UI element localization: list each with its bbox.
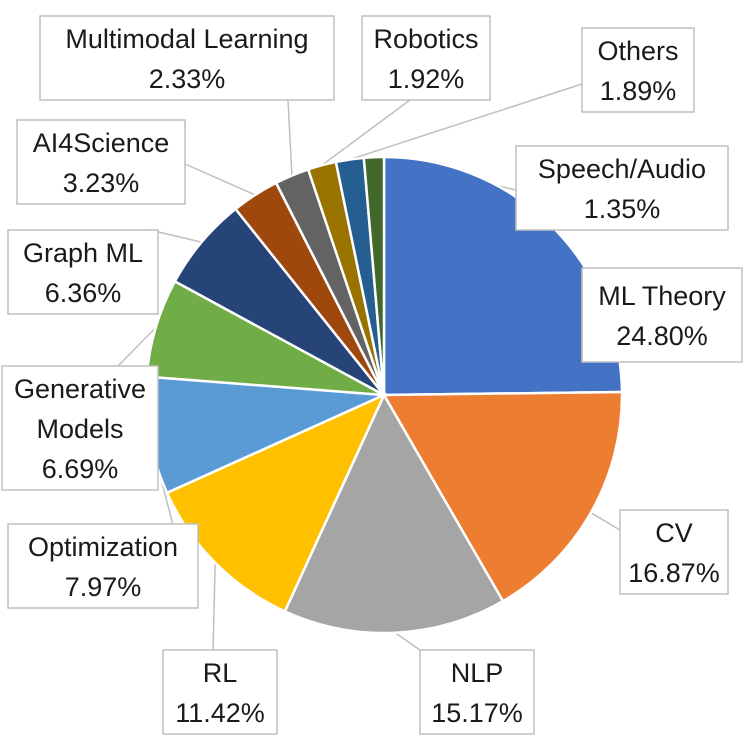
data-label-category: Multimodal Learning [65, 24, 308, 54]
leader-line-others [349, 83, 583, 161]
data-label-box [515, 145, 729, 231]
pie-slice-rl [165, 392, 387, 614]
data-label-value: 1.89% [600, 76, 677, 106]
data-label-value: 11.42% [175, 698, 265, 728]
leader-line-nlp [394, 632, 421, 651]
data-labels: ML Theory 24.80% CV 16.87% NLP 15.17% RL 11.42%… [1, 15, 743, 735]
data-label-cv: CV 16.87% [619, 509, 729, 595]
data-label-optimization: Optimization 7.97% [7, 523, 199, 609]
data-label-box [581, 267, 743, 363]
leader-line-robotics [321, 99, 411, 166]
data-label-category: NLP [451, 658, 504, 688]
data-label-category: AI4Science [33, 128, 170, 158]
data-label-category: Generative [14, 374, 146, 404]
data-label-category: Models [36, 414, 123, 444]
data-label-category: Optimization [28, 532, 178, 562]
data-label-generative-models: Generative Models 6.69% [1, 365, 159, 491]
data-label-value: 1.92% [388, 64, 465, 94]
data-label-speech-audio: Speech/Audio 1.35% [515, 145, 729, 231]
data-label-box [361, 15, 491, 101]
data-label-category: RL [203, 658, 238, 688]
data-label-nlp: NLP 15.17% [419, 649, 535, 735]
data-label-graph-ml: Graph ML 6.36% [7, 229, 159, 315]
data-label-value: 6.69% [42, 454, 119, 484]
data-label-category: ML Theory [598, 281, 726, 311]
data-label-box [7, 523, 199, 609]
data-label-box [581, 27, 695, 113]
data-label-value: 6.36% [45, 278, 122, 308]
data-label-box [16, 119, 186, 205]
data-label-others: Others 1.89% [581, 27, 695, 113]
data-label-value: 16.87% [628, 558, 720, 588]
data-label-box [162, 649, 278, 735]
pie-slice-cv [381, 390, 624, 603]
leader-line-generative-models [117, 326, 157, 367]
data-label-rl: RL 11.42% [162, 649, 278, 735]
leader-line-multimodal-learning [287, 99, 293, 176]
data-label-box [419, 649, 535, 735]
leader-line-rl [212, 562, 216, 651]
data-label-multimodal-learning: Multimodal Learning 2.33% [39, 15, 335, 101]
data-label-value: 24.80% [616, 321, 708, 351]
data-label-box [619, 509, 729, 595]
data-label-category: CV [655, 518, 693, 548]
data-label-category: Speech/Audio [538, 154, 706, 184]
data-label-box [39, 15, 335, 101]
data-label-ai4science: AI4Science 3.23% [16, 119, 186, 205]
data-label-value: 15.17% [431, 698, 523, 728]
leader-line-cv [590, 512, 621, 531]
pie-slice-nlp [283, 392, 505, 635]
pie-slice-speech-audio [362, 155, 386, 396]
data-label-ml-theory: ML Theory 24.80% [581, 267, 743, 363]
data-label-value: 3.23% [63, 168, 140, 198]
data-label-robotics: Robotics 1.92% [361, 15, 491, 101]
data-label-box [7, 229, 159, 315]
data-label-category: Others [597, 36, 678, 66]
leader-line-ai4science [184, 163, 256, 196]
data-label-value: 1.35% [584, 194, 661, 224]
data-label-box [1, 365, 159, 491]
data-label-category: Robotics [373, 24, 478, 54]
data-label-value: 2.33% [149, 64, 226, 94]
data-label-category: Graph ML [23, 238, 143, 268]
data-label-value: 7.97% [65, 572, 142, 602]
